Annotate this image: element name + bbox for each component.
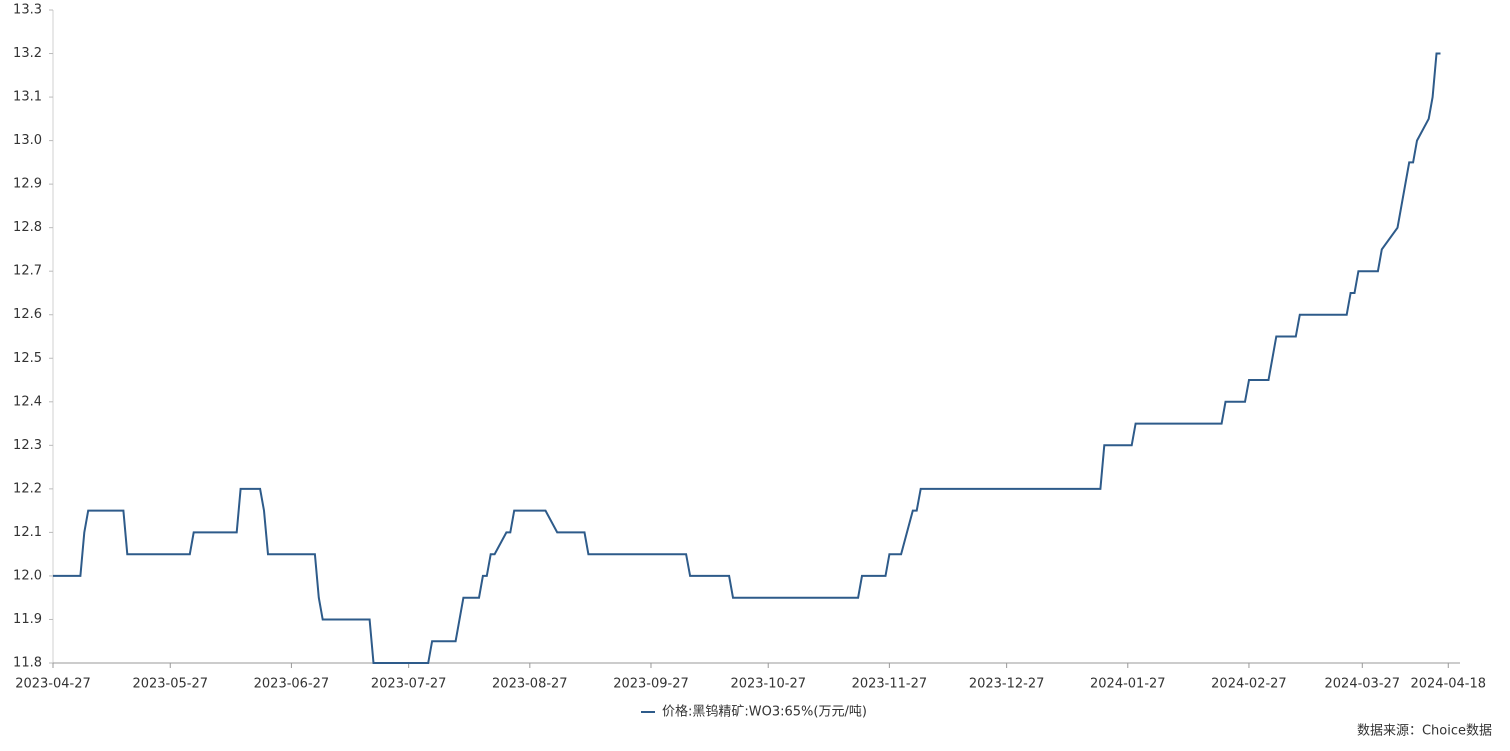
source-note: 数据来源：Choice数据 bbox=[1357, 724, 1492, 739]
x-tick-label: 2023-08-27 bbox=[492, 677, 568, 692]
y-tick-label: 13.1 bbox=[13, 90, 42, 105]
y-tick-label: 12.8 bbox=[13, 220, 42, 235]
x-tick-label: 2023-12-27 bbox=[969, 677, 1045, 692]
y-tick-label: 12.2 bbox=[13, 481, 42, 496]
y-tick-label: 13.0 bbox=[13, 133, 42, 148]
y-tick-label: 12.1 bbox=[13, 525, 42, 540]
x-tick-label: 2024-01-27 bbox=[1090, 677, 1166, 692]
y-tick-label: 12.6 bbox=[13, 307, 42, 322]
price-line bbox=[53, 52, 1441, 664]
y-tick-label: 11.9 bbox=[13, 612, 42, 627]
y-tick-label: 11.8 bbox=[13, 656, 42, 671]
y-tick-label: 13.3 bbox=[13, 3, 42, 18]
x-tick-label: 2023-10-27 bbox=[730, 677, 806, 692]
x-tick-label: 2023-06-27 bbox=[254, 677, 330, 692]
x-tick-label: 2024-04-18 bbox=[1410, 677, 1486, 692]
y-tick-label: 12.3 bbox=[13, 438, 42, 453]
y-tick-label: 13.2 bbox=[13, 46, 42, 61]
y-tick-label: 12.5 bbox=[13, 351, 42, 366]
x-tick-label: 2023-09-27 bbox=[613, 677, 689, 692]
x-tick-label: 2024-03-27 bbox=[1325, 677, 1401, 692]
x-tick-label: 2023-11-27 bbox=[852, 677, 928, 692]
y-tick-label: 12.7 bbox=[13, 264, 42, 279]
legend-label: 价格:黑钨精矿:WO3:65%(万元/吨) bbox=[662, 704, 867, 720]
x-tick-label: 2024-02-27 bbox=[1211, 677, 1287, 692]
x-tick-label: 2023-04-27 bbox=[15, 677, 91, 692]
x-tick-label: 2023-05-27 bbox=[132, 677, 208, 692]
y-tick-label: 12.0 bbox=[13, 568, 42, 583]
x-tick-label: 2023-07-27 bbox=[371, 677, 447, 692]
y-tick-label: 12.4 bbox=[13, 394, 42, 409]
y-tick-label: 12.9 bbox=[13, 177, 42, 192]
